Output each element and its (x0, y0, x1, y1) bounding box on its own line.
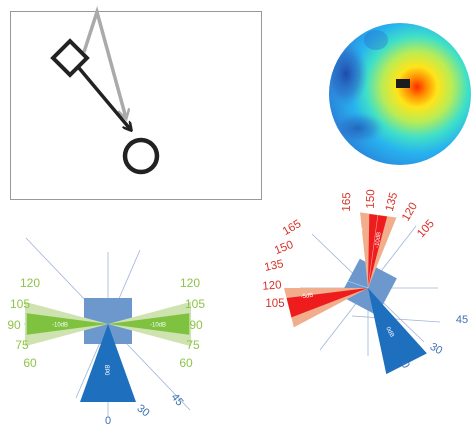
heatmap-source-marker (396, 79, 410, 88)
dark-lobe-left (26, 313, 108, 335)
db-label-left: -10dB (311, 274, 328, 284)
blue-center-block (340, 258, 397, 316)
angle-label-left: 105 (10, 297, 30, 311)
reflected-path-arrow (82, 5, 126, 118)
db-label-left: -5dB (45, 302, 59, 311)
angle-label-left: 165 (281, 218, 304, 238)
angle-label-left: 120 (20, 276, 40, 290)
directivity-diagram-symmetric: 120 105 90 75 60 120 105 90 75 60 -5dB -10dB -5dB -5d… (7, 237, 205, 427)
angle-label-blue: 30 (135, 402, 152, 419)
propagation-schematic (10, 5, 262, 200)
guide-line-4 (351, 315, 441, 323)
db-label-left: -10dB (52, 323, 68, 329)
lobe-guide-left (285, 259, 369, 289)
angle-label-left: 120 (262, 279, 282, 292)
angle-label-right: 120 (180, 276, 200, 290)
angle-label-top: 120 (400, 201, 420, 224)
angle-label-left: 135 (263, 258, 284, 274)
listener-receiver-icon (122, 137, 160, 175)
angle-label-left: 105 (265, 298, 284, 310)
angle-label-top: 165 (341, 192, 354, 212)
angle-label-right: 105 (185, 297, 205, 311)
angle-label-blue: 45 (169, 391, 186, 408)
speaker-source-icon (50, 38, 90, 78)
angle-label-left: 150 (273, 239, 295, 257)
blue-main-lobe (368, 288, 427, 375)
angle-label-blue: 0 (105, 415, 111, 427)
db-label-right: -5dB (157, 302, 171, 311)
angle-label-right: 90 (189, 318, 203, 332)
direct-path-arrow (77, 66, 131, 130)
db-label-left: -5dB (45, 340, 59, 349)
angle-label-left: 75 (15, 338, 29, 352)
angle-label-right: 60 (179, 356, 193, 370)
db-label-top: -5dB (357, 227, 365, 241)
angle-label-top: 150 (365, 189, 378, 209)
db-label-main-lobe: 0dB (106, 365, 112, 376)
angle-label-top: 135 (384, 191, 401, 213)
db-label-main-lobe: 0dB (384, 326, 394, 338)
blue-main-lobe (80, 324, 136, 402)
dark-lobe-top (368, 214, 388, 288)
angle-label-right: 75 (186, 338, 200, 352)
angle-label-left: 60 (23, 356, 37, 370)
angle-label-left: 90 (7, 318, 21, 332)
angle-label-top: 105 (415, 218, 437, 240)
db-label-left: -5dB (309, 246, 323, 258)
angle-label-blue: 30 (428, 341, 445, 358)
db-label-left: -5dB (300, 293, 313, 301)
db-label-top: -10dB (374, 232, 382, 249)
db-label-right: -5dB (157, 340, 171, 349)
lobe-guide-top (367, 213, 379, 289)
dark-lobe-left (286, 288, 368, 318)
angle-label-blue: 45 (456, 314, 468, 326)
db-label-top: -5dB (394, 237, 404, 251)
db-label-right: -10dB (150, 323, 166, 329)
dark-lobe-right (108, 313, 190, 335)
sound-field-heatmap (329, 23, 471, 165)
angle-label-blue: 0 (398, 359, 411, 370)
